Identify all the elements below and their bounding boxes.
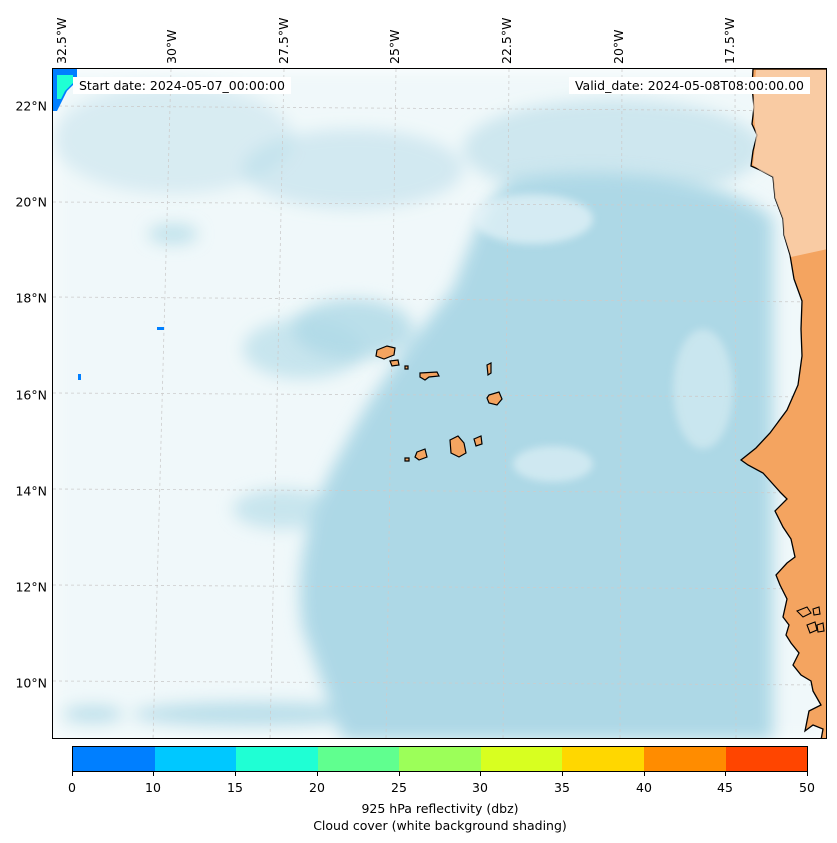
- latitude-label: 18°N: [15, 290, 47, 306]
- colorbar-tick: [480, 772, 481, 776]
- colorbar-tick: [399, 772, 400, 776]
- longitude-label: 27.5°W: [276, 17, 291, 64]
- reflectivity-patch: [157, 327, 164, 330]
- colorbar-tick: [72, 772, 73, 776]
- colorbar-tick-label: 20: [309, 780, 325, 795]
- longitude-label: 17.5°W: [722, 17, 737, 64]
- island: [404, 365, 409, 370]
- colorbar-tick-label: 40: [636, 780, 652, 795]
- island: [806, 621, 818, 634]
- colorbar-segment: [725, 747, 808, 771]
- graticule: [53, 69, 826, 738]
- island: [414, 448, 428, 461]
- reflectivity-patch: [57, 75, 73, 99]
- cloud-clear-patches: [473, 194, 733, 482]
- coast-desert-shading: [753, 70, 826, 257]
- latitude-label: 12°N: [15, 579, 47, 595]
- island: [419, 371, 440, 381]
- island: [449, 435, 467, 458]
- latitude-label: 22°N: [15, 98, 47, 114]
- longitude-label: 30°W: [164, 29, 179, 64]
- colorbar-tick: [317, 772, 318, 776]
- colorbar-tick: [153, 772, 154, 776]
- colorbar-tick: [807, 772, 808, 776]
- colorbar-tick-label: 25: [391, 780, 407, 795]
- colorbar-tick-label: 30: [472, 780, 488, 795]
- start-date-label: Start date: 2024-05-07_00:00:00: [73, 77, 291, 94]
- colorbar-segment: [643, 747, 726, 771]
- island: [486, 362, 492, 377]
- coastal-islands: [796, 606, 825, 634]
- colorbar-tick-label: 0: [68, 780, 76, 795]
- longitude-label: 25°W: [387, 29, 402, 64]
- island: [796, 606, 812, 618]
- colorbar-tick: [644, 772, 645, 776]
- latitude-label: 10°N: [15, 675, 47, 691]
- island: [486, 391, 503, 406]
- map-canvas: Start date: 2024-05-07_00:00:00 Valid_da…: [53, 69, 826, 738]
- colorbar-segment: [562, 747, 644, 771]
- cape-verde-islands: [375, 345, 503, 462]
- colorbar-tick-label: 15: [227, 780, 243, 795]
- island: [389, 359, 400, 367]
- latitude-label: 16°N: [15, 387, 47, 403]
- colorbar-tick: [562, 772, 563, 776]
- colorbar-segment: [73, 747, 155, 771]
- island: [404, 457, 410, 462]
- island: [473, 435, 483, 447]
- colorbar-segment: [154, 747, 237, 771]
- longitude-label: 20°W: [611, 29, 626, 64]
- colorbar-subtitle: Cloud cover (white background shading): [313, 818, 567, 833]
- colorbar-tick: [725, 772, 726, 776]
- colorbar-segment: [317, 747, 400, 771]
- island: [375, 345, 396, 360]
- colorbar-segment: [236, 747, 318, 771]
- reflectivity-colorbar: [72, 746, 808, 772]
- latitude-label: 20°N: [15, 194, 47, 210]
- colorbar-tick-label: 45: [717, 780, 733, 795]
- colorbar-segment: [399, 747, 481, 771]
- colorbar-tick: [235, 772, 236, 776]
- colorbar-tick-label: 50: [799, 780, 815, 795]
- reflectivity-patches: [53, 69, 164, 380]
- latitude-label: 14°N: [15, 483, 47, 499]
- colorbar-tick-label: 35: [554, 780, 570, 795]
- longitude-label: 32.5°W: [54, 17, 69, 64]
- colorbar-tick-label: 10: [145, 780, 161, 795]
- island: [812, 606, 821, 616]
- colorbar-segment: [480, 747, 563, 771]
- reflectivity-patch: [78, 374, 81, 380]
- island: [816, 622, 825, 633]
- map-panel: Start date: 2024-05-07_00:00:00 Valid_da…: [52, 68, 827, 739]
- longitude-label: 22.5°W: [499, 17, 514, 64]
- colorbar-title: 925 hPa reflectivity (dbz): [361, 801, 519, 816]
- valid-date-label: Valid_date: 2024-05-08T08:00:00.00: [568, 77, 810, 94]
